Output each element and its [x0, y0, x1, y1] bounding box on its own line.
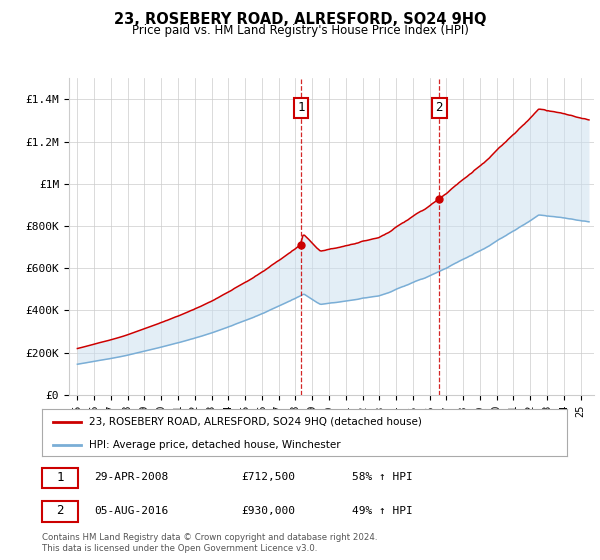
Text: 23, ROSEBERY ROAD, ALRESFORD, SO24 9HQ: 23, ROSEBERY ROAD, ALRESFORD, SO24 9HQ	[114, 12, 486, 27]
Text: 58% ↑ HPI: 58% ↑ HPI	[352, 473, 413, 482]
Text: 1: 1	[56, 471, 64, 484]
Text: 23, ROSEBERY ROAD, ALRESFORD, SO24 9HQ (detached house): 23, ROSEBERY ROAD, ALRESFORD, SO24 9HQ (…	[89, 417, 422, 427]
FancyBboxPatch shape	[42, 501, 78, 521]
Text: 29-APR-2008: 29-APR-2008	[95, 473, 169, 482]
Text: 49% ↑ HPI: 49% ↑ HPI	[352, 506, 413, 516]
Text: HPI: Average price, detached house, Winchester: HPI: Average price, detached house, Winc…	[89, 440, 341, 450]
Text: 2: 2	[56, 505, 64, 517]
Text: 1: 1	[297, 101, 305, 114]
Text: £930,000: £930,000	[241, 506, 296, 516]
Text: £712,500: £712,500	[241, 473, 296, 482]
Text: Price paid vs. HM Land Registry's House Price Index (HPI): Price paid vs. HM Land Registry's House …	[131, 24, 469, 37]
Text: Contains HM Land Registry data © Crown copyright and database right 2024.
This d: Contains HM Land Registry data © Crown c…	[42, 533, 377, 553]
Text: 05-AUG-2016: 05-AUG-2016	[95, 506, 169, 516]
FancyBboxPatch shape	[42, 468, 78, 488]
Text: 2: 2	[436, 101, 443, 114]
